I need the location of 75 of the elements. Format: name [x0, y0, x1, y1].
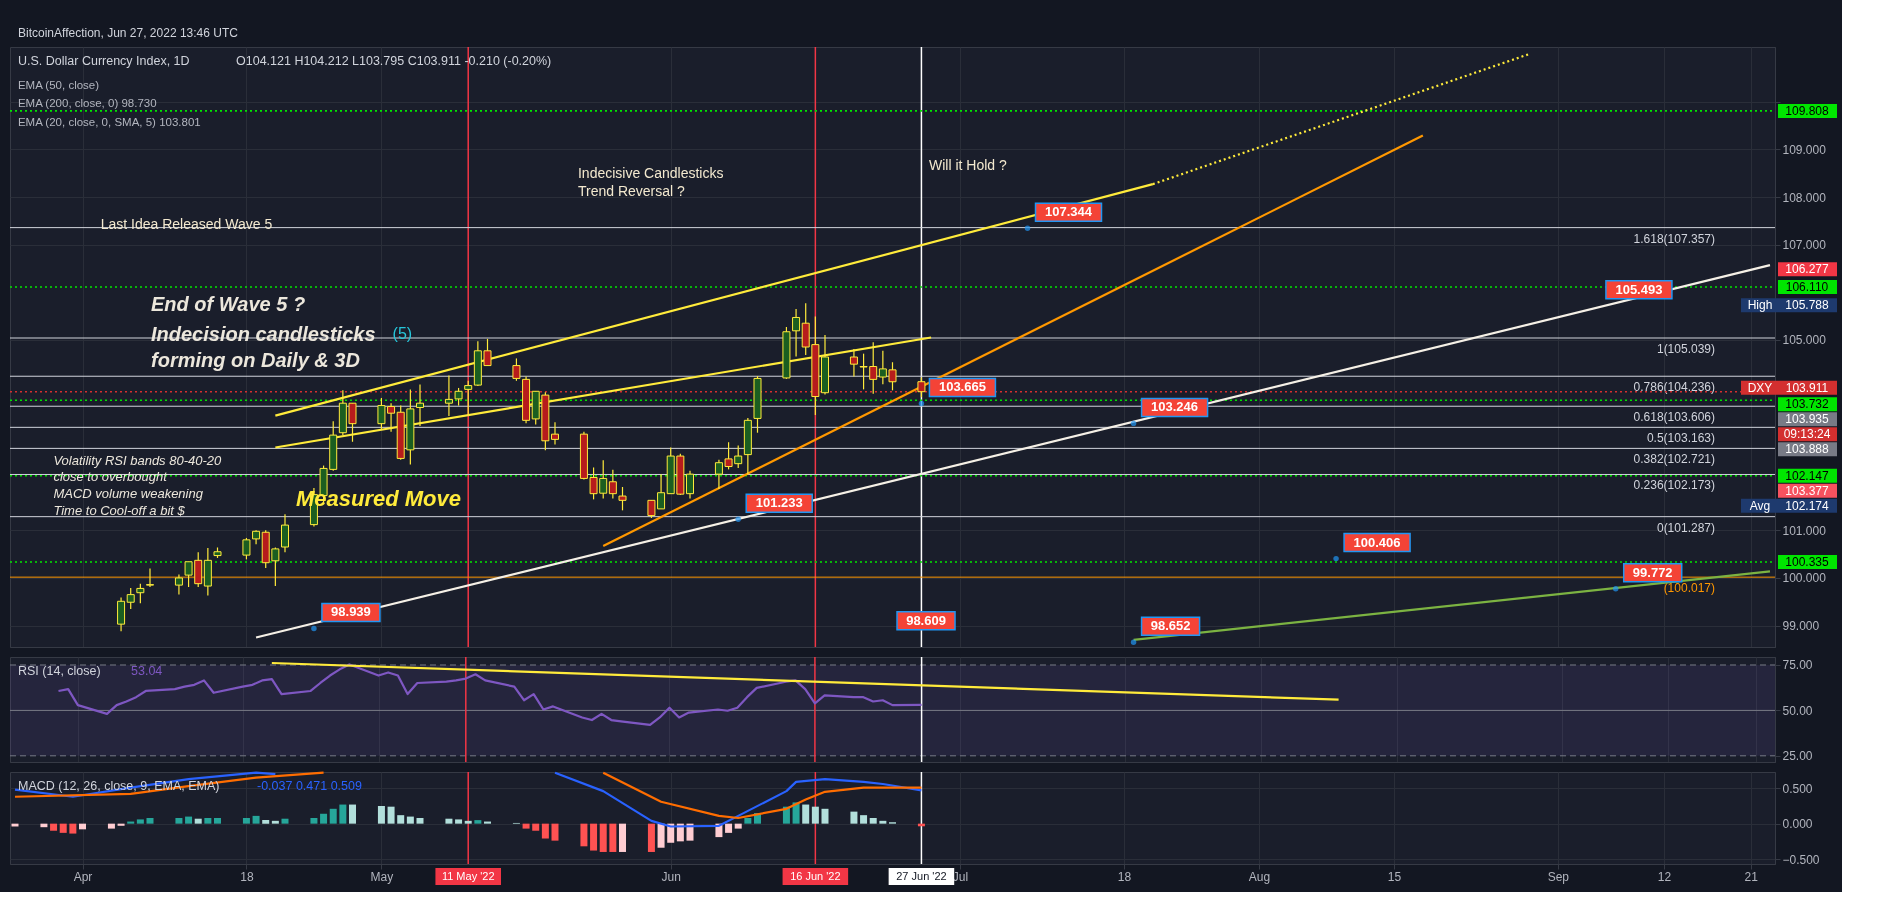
text: 103.377	[1785, 483, 1830, 498]
x-tick-label: 12	[1657, 869, 1672, 884]
x-tick-label: Aug	[1248, 869, 1271, 884]
y-tick-label: 0.000	[1782, 817, 1813, 832]
ref-line-label: 0.236(102.173)	[1633, 478, 1715, 493]
y-tick-label: 105.000	[1782, 333, 1827, 348]
annotation: 107.344	[1045, 204, 1093, 220]
annotation: 103.246	[1151, 399, 1199, 415]
annotation: EMA (50, close)	[17, 78, 100, 91]
annotation: 98.652	[1150, 618, 1191, 634]
text: 102.174	[1785, 498, 1830, 513]
x-tick-label: Jul	[952, 869, 969, 884]
x-tick-label: Sep	[1547, 869, 1570, 884]
annotation: High	[1747, 298, 1773, 313]
text: -0.037 0.471 0.509	[257, 779, 362, 793]
y-tick-label: 107.000	[1782, 238, 1827, 253]
text: 103.935	[1785, 412, 1830, 427]
y-tick-label: 100.000	[1782, 571, 1827, 586]
annotation: 98.609	[906, 612, 946, 628]
ref-line-label: 0.618(103.606)	[1633, 410, 1715, 425]
x-tick-label: Apr	[73, 869, 93, 884]
annotation: 99.772	[1632, 564, 1673, 580]
ref-line-label: 16 Jun '22	[790, 870, 841, 882]
annotation: Indecision candlesticks forming on Daily & 3D	[151, 323, 376, 372]
annotation: 101.233	[755, 495, 803, 511]
ref-line-label: 106.110	[1785, 280, 1829, 294]
annotation: End of Wave 5 ?	[151, 293, 306, 316]
x-tick-label: 18	[240, 869, 254, 884]
x-tick-label: 18	[1117, 869, 1132, 884]
y-tick-label: 0.500	[1782, 781, 1813, 796]
ref-line-label: 100.335	[1785, 555, 1830, 569]
text: 106.277	[1785, 262, 1830, 277]
annotation: DXY	[1747, 380, 1773, 395]
text: 105.788	[1785, 298, 1830, 313]
y-tick-label: 50.00	[1782, 703, 1813, 718]
ref-line-label: 102.147	[1785, 468, 1830, 483]
y-tick-label: 25.00	[1782, 749, 1813, 764]
x-tick-label: 21	[1744, 869, 1759, 884]
annotation: EMA (20, close, 0, SMA, 5) 103.801	[17, 115, 201, 128]
annotation: Indecisive Candlesticks Trend Reversal ?	[577, 165, 724, 200]
y-tick-label: 108.000	[1782, 190, 1827, 205]
text: U.S. Dollar Currency Index, 1D	[18, 54, 190, 68]
annotation: 98.939	[331, 604, 371, 620]
ref-line-label: 103.911	[1785, 380, 1829, 395]
ref-line-label: 0.5(103.163)	[1646, 431, 1715, 446]
text: BitcoinAffection, Jun 27, 2022 13:46 UTC	[18, 26, 239, 40]
annotation: 105.493	[1615, 281, 1663, 297]
ref-line-label: 0(101.287)	[1656, 520, 1715, 535]
text: 09:13:24	[1783, 427, 1831, 442]
x-tick-label: Jun	[661, 869, 681, 884]
y-tick-label: 99.000	[1782, 619, 1820, 634]
ref-line-label: 109.808	[1785, 103, 1830, 118]
x-tick-label: 15	[1387, 869, 1402, 884]
y-tick-label: 109.000	[1782, 142, 1827, 157]
annotation: 103.665	[938, 379, 986, 395]
ref-line-label: 1(105.039)	[1656, 342, 1715, 356]
text: 53.04	[131, 664, 163, 678]
annotation: 100.406	[1353, 534, 1401, 550]
annotation: (5)	[392, 325, 413, 343]
annotation: Will it Hold ?	[928, 157, 1007, 174]
y-tick-label: 101.000	[1782, 523, 1827, 538]
y-tick-label: −0.500	[1782, 852, 1820, 867]
annotation: EMA (200, close, 0) 98.730	[17, 97, 157, 110]
text: 103.888	[1785, 442, 1830, 457]
x-tick-label: May	[370, 869, 394, 884]
text: RSI (14, close)	[18, 664, 101, 678]
ref-line-label: 11 May '22	[441, 870, 495, 882]
ref-line-label: 0.382(102.721)	[1633, 452, 1715, 467]
ref-line-label: (100.017)	[1663, 581, 1715, 596]
ref-line-label: 1.618(107.357)	[1633, 231, 1715, 246]
ref-line-label: 0.786(104.236)	[1633, 380, 1715, 395]
annotation: Avg	[1749, 498, 1771, 513]
ref-line-label: 27 Jun '22	[896, 870, 947, 882]
y-tick-label: 75.00	[1782, 658, 1813, 673]
ref-line-label: 103.732	[1785, 397, 1830, 412]
